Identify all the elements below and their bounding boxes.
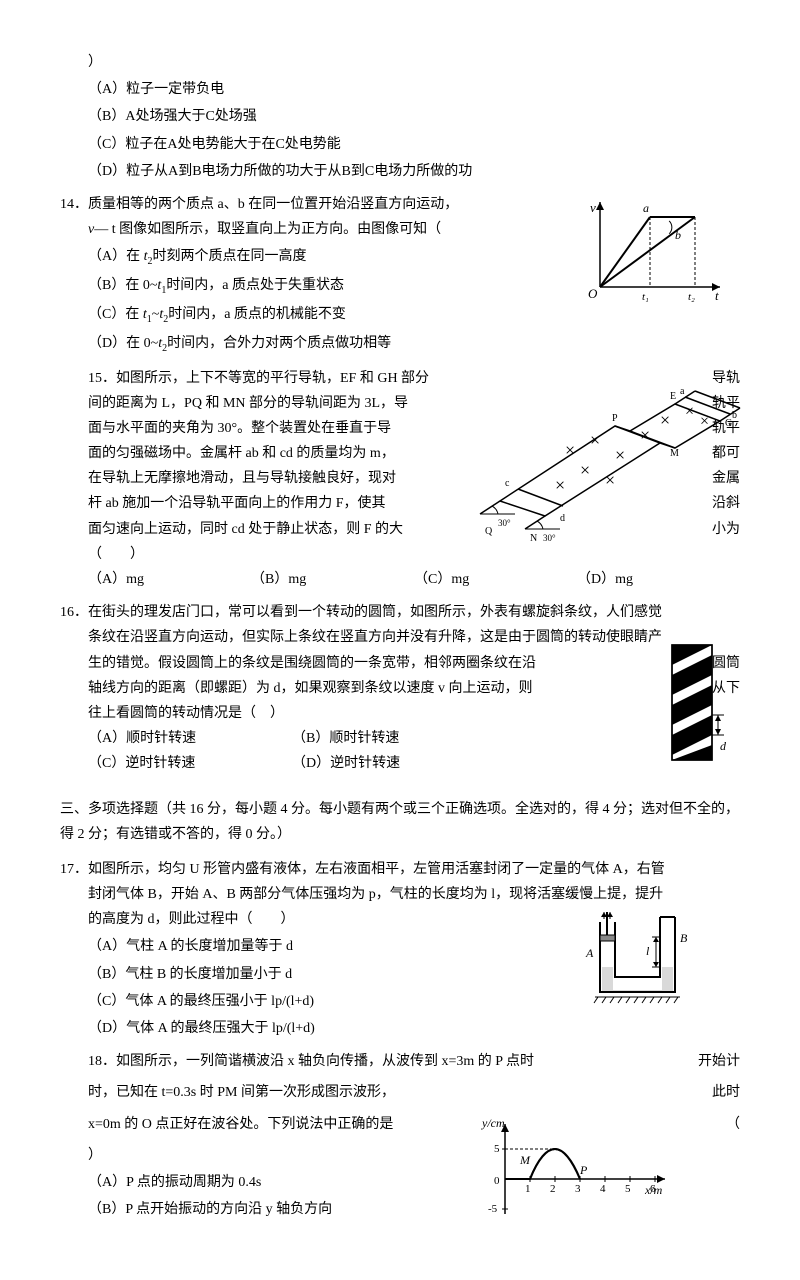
svg-text:×: ×: [590, 430, 600, 450]
question-16: d 16．在街头的理发店门口，常可以看到一个转动的圆筒，如图所示，外表有螺旋斜条…: [60, 600, 740, 776]
option-c: （C）mg: [414, 567, 577, 592]
text-right: （: [726, 1112, 740, 1137]
svg-text:l: l: [646, 944, 650, 958]
svg-text:B: B: [680, 931, 688, 945]
svg-text:2: 2: [550, 1183, 556, 1195]
text: 封闭气体 B，开始 A、B 两部分气体压强均为 p，气柱的长度均为 l，现将活塞…: [88, 882, 740, 907]
text: 在街头的理发店门口，常可以看到一个转动的圆筒，如图所示，外表有螺旋斜条纹，人们感…: [88, 605, 662, 620]
svg-text:30°: 30°: [498, 518, 511, 528]
question-14: v t O a b t₁ t₂ 14．质量相等的两个质点 a、b 在同一位置开始…: [60, 192, 740, 358]
svg-text:M: M: [670, 448, 679, 459]
option-d: （D）在 0~t2时间内，合外力对两个质点做功相等: [88, 331, 740, 358]
q-number: 17．: [60, 862, 88, 877]
figure-vt-graph: v t O a b t₁ t₂: [580, 192, 730, 311]
text-right: 此时: [712, 1080, 740, 1105]
svg-text:c: c: [505, 478, 510, 489]
svg-text:×: ×: [660, 410, 670, 430]
svg-text:b: b: [675, 228, 681, 242]
svg-text:×: ×: [555, 475, 565, 495]
svg-text:M: M: [519, 1153, 531, 1167]
svg-text:v: v: [590, 200, 596, 215]
text: 如图所示，一列简谐横波沿 x 轴负向传播，从波传到 x=3m 的 P 点时: [116, 1054, 534, 1069]
q-text: 质量相等的两个质点 a、b 在同一位置开始沿竖直方向运动，: [88, 197, 458, 212]
svg-text:×: ×: [565, 440, 575, 460]
figure-barber-pole: d: [660, 640, 730, 789]
text: 生的错觉。假设圆筒上的条纹是围绕圆筒的一条宽带，相邻两圈条纹在沿: [88, 651, 536, 676]
svg-text:3: 3: [575, 1183, 581, 1195]
svg-text:b: b: [732, 410, 737, 421]
svg-text:A: A: [585, 946, 594, 960]
question-15: × × × × × × × × × × c d a b P M E G Q N …: [60, 366, 740, 593]
option-b: （B）顺时针转速: [292, 726, 496, 751]
q-number: 15．: [88, 371, 116, 386]
text: 条纹在沿竖直方向运动，但实际上条纹在竖直方向并没有升降，这是由于圆筒的转动使眼睛…: [88, 625, 740, 650]
svg-text:a: a: [643, 201, 649, 215]
text: 在导轨上无摩擦地滑动，且与导轨接触良好，现对: [88, 466, 396, 491]
svg-text:0: 0: [494, 1175, 500, 1187]
svg-text:×: ×: [640, 425, 650, 445]
svg-text:a: a: [680, 386, 685, 397]
option-a: （A）mg: [88, 567, 251, 592]
svg-text:×: ×: [615, 445, 625, 465]
option-b: （B）mg: [251, 567, 414, 592]
svg-text:×: ×: [580, 460, 590, 480]
q13-close-paren: ）: [60, 50, 740, 75]
option-a: （A）顺时针转速: [88, 726, 292, 751]
text: 面与水平面的夹角为 30°。整个装置处在垂直于导: [88, 416, 391, 441]
svg-text:t: t: [715, 288, 719, 302]
svg-text:Q: Q: [485, 526, 493, 537]
svg-text:4: 4: [600, 1183, 606, 1195]
svg-text:N: N: [530, 533, 537, 544]
figure-u-tube: A B l: [580, 907, 700, 1026]
text: 时，已知在 t=0.3s 时 PM 间第一次形成图示波形，: [88, 1080, 395, 1105]
text: 轴线方向的距离（即螺距）为 d，如果观察到条纹以速度 v 向上运动，则: [88, 676, 533, 701]
question-18: y/cm x/m 5 0 -5 123 456 M P 18．如图所示，一列简谐…: [60, 1049, 740, 1222]
svg-text:6: 6: [650, 1183, 656, 1195]
option-a: （A）粒子一定带负电: [88, 77, 740, 102]
svg-text:×: ×: [605, 470, 615, 490]
svg-text:d: d: [560, 513, 565, 524]
option-d: （D）逆时针转速: [292, 751, 496, 776]
svg-text:d: d: [720, 739, 727, 753]
question-13-tail: ） （A）粒子一定带负电 （B）A处场强大于C处场强 （C）粒子在A处电势能大于…: [60, 50, 740, 184]
svg-text:G: G: [725, 418, 732, 429]
svg-text:y/cm: y/cm: [481, 1116, 505, 1130]
q-number: 14．: [60, 197, 88, 212]
svg-text:t₁: t₁: [642, 291, 649, 302]
svg-text:×: ×: [685, 403, 694, 420]
svg-text:30°: 30°: [543, 533, 556, 543]
text: ）: [88, 55, 102, 70]
svg-text:O: O: [588, 286, 598, 301]
svg-text:P: P: [579, 1163, 588, 1177]
question-17: A B l 17．如图所示，均匀 U 形管内盛有液体，左右液面相平，左管用活塞封…: [60, 857, 740, 1041]
text: 间的距离为 L，PQ 和 MN 部分的导轨间距为 3L，导: [88, 391, 408, 416]
text-right: 开始计: [726, 1049, 740, 1074]
text: 面的匀强磁场中。金属杆 ab 和 cd 的质量均为 m，: [88, 441, 395, 466]
svg-text:5: 5: [625, 1183, 631, 1195]
option-b: （B）A处场强大于C处场强: [88, 104, 740, 129]
svg-text:E: E: [670, 391, 676, 402]
text: 往上看圆筒的转动情况是（ ）: [88, 701, 740, 726]
svg-text:P: P: [612, 413, 618, 424]
figure-wave-graph: y/cm x/m 5 0 -5 123 456 M P: [480, 1109, 680, 1238]
text: — t 图像如图所示，取竖直向上为正方向。由图像可知（: [94, 222, 441, 237]
option-c: （C）逆时针转速: [88, 751, 292, 776]
figure-inclined-rails: × × × × × × × × × × c d a b P M E G Q N …: [470, 366, 750, 555]
option-c: （C）粒子在A处电势能大于在C处电势能: [88, 132, 740, 157]
svg-text:×: ×: [700, 413, 709, 430]
option-d: （D）mg: [577, 567, 740, 592]
text: 杆 ab 施加一个沿导轨平面向上的作用力 F，使其: [88, 491, 386, 516]
svg-text:t₂: t₂: [688, 291, 695, 302]
text: x=0m 的 O 点正好在波谷处。下列说法中正确的是: [88, 1112, 393, 1137]
q-number: 16．: [60, 605, 88, 620]
section-3-heading: 三、多项选择题（共 16 分，每小题 4 分。每小题有两个或三个正确选项。全选对…: [60, 797, 740, 847]
svg-text:1: 1: [525, 1183, 531, 1195]
text: 面匀速向上运动，同时 cd 处于静止状态，则 F 的大: [88, 517, 403, 542]
svg-text:-5: -5: [488, 1203, 498, 1215]
text: 如图所示，均匀 U 形管内盛有液体，左右液面相平，左管用活塞封闭了一定量的气体 …: [88, 862, 665, 877]
svg-text:5: 5: [494, 1143, 500, 1155]
text: 如图所示，上下不等宽的平行导轨，EF 和 GH 部分: [116, 371, 429, 386]
option-d: （D）粒子从A到B电场力所做的功大于从B到C电场力所做的功: [88, 159, 740, 184]
q-number: 18．: [88, 1054, 116, 1069]
